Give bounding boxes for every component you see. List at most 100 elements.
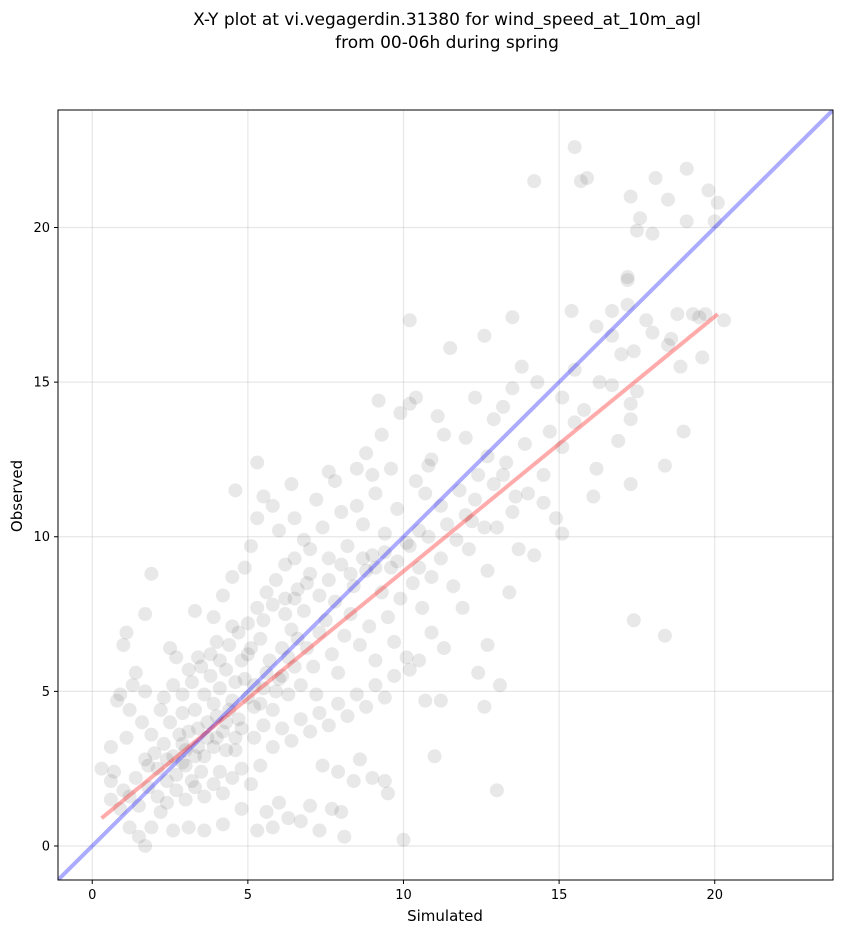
data-point <box>412 653 427 668</box>
data-point <box>620 297 635 312</box>
data-point <box>287 659 302 674</box>
data-point <box>399 535 414 550</box>
data-point <box>371 393 386 408</box>
data-point <box>169 650 184 665</box>
data-point <box>402 396 417 411</box>
data-point <box>717 313 732 328</box>
data-point <box>228 483 243 498</box>
data-point <box>250 823 265 838</box>
data-point <box>303 566 318 581</box>
data-point <box>614 347 629 362</box>
data-point <box>234 761 249 776</box>
data-point <box>374 427 389 442</box>
data-point <box>657 458 672 473</box>
data-point <box>620 273 635 288</box>
data-point <box>377 526 392 541</box>
regression-line <box>100 312 720 820</box>
data-point <box>209 730 224 745</box>
data-point <box>175 736 190 751</box>
data-point <box>586 489 601 504</box>
data-point <box>113 687 128 702</box>
data-point <box>639 313 654 328</box>
data-point <box>231 712 246 727</box>
data-point <box>692 310 707 325</box>
data-point <box>293 712 308 727</box>
data-point <box>128 770 143 785</box>
data-point <box>679 214 694 229</box>
data-point <box>499 455 514 470</box>
data-point <box>287 591 302 606</box>
data-point <box>393 591 408 606</box>
data-point <box>187 603 202 618</box>
data-point <box>275 668 290 683</box>
data-point <box>334 505 349 520</box>
data-point <box>197 687 212 702</box>
data-point <box>427 749 442 764</box>
data-point <box>156 690 171 705</box>
chart-title-line2: from 00-06h during spring <box>335 33 559 53</box>
data-point <box>312 625 327 640</box>
y-tick-label: 10 <box>33 530 50 545</box>
data-point <box>215 817 230 832</box>
data-point <box>511 542 526 557</box>
data-point <box>206 696 221 711</box>
data-point <box>698 307 713 322</box>
data-point <box>421 529 436 544</box>
data-point <box>328 594 343 609</box>
data-point <box>200 730 215 745</box>
data-point <box>402 539 417 554</box>
data-point <box>144 820 159 835</box>
data-point <box>343 607 358 622</box>
data-point <box>159 774 174 789</box>
data-point <box>707 214 722 229</box>
data-point <box>247 678 262 693</box>
data-point <box>184 774 199 789</box>
data-point <box>331 665 346 680</box>
data-point <box>312 588 327 603</box>
data-point <box>271 671 286 686</box>
data-point <box>169 767 184 782</box>
data-point <box>215 588 230 603</box>
data-point <box>293 678 308 693</box>
data-point <box>309 687 324 702</box>
data-point <box>234 801 249 816</box>
axis-ticks: 0 5 10 15 20 0 5 10 15 20 <box>33 221 723 903</box>
data-point <box>206 777 221 792</box>
data-point <box>194 764 209 779</box>
data-point <box>679 161 694 176</box>
data-point <box>458 508 473 523</box>
data-point <box>296 603 311 618</box>
data-point <box>390 501 405 516</box>
data-point <box>321 464 336 479</box>
y-tick-label: 15 <box>33 376 50 391</box>
data-point <box>352 637 367 652</box>
data-point <box>240 690 255 705</box>
y-axis-label: Observed <box>8 460 26 532</box>
data-point <box>290 582 305 597</box>
data-point <box>203 668 218 683</box>
data-point <box>284 733 299 748</box>
data-point <box>626 613 641 628</box>
data-point <box>359 563 374 578</box>
data-point <box>187 749 202 764</box>
data-point <box>234 653 249 668</box>
data-point <box>477 699 492 714</box>
data-point <box>265 820 280 835</box>
data-point <box>346 579 361 594</box>
y-tick-label: 0 <box>42 839 50 854</box>
data-point <box>661 192 676 207</box>
data-point <box>536 467 551 482</box>
data-point <box>122 702 137 717</box>
data-point <box>103 792 118 807</box>
data-point <box>349 687 364 702</box>
data-point <box>477 520 492 535</box>
data-point <box>486 477 501 492</box>
data-point <box>496 467 511 482</box>
data-point <box>384 560 399 575</box>
data-point <box>265 740 280 755</box>
data-point <box>259 665 274 680</box>
data-point <box>265 702 280 717</box>
data-point <box>306 659 321 674</box>
x-tick-label: 5 <box>244 888 252 903</box>
data-point <box>159 795 174 810</box>
